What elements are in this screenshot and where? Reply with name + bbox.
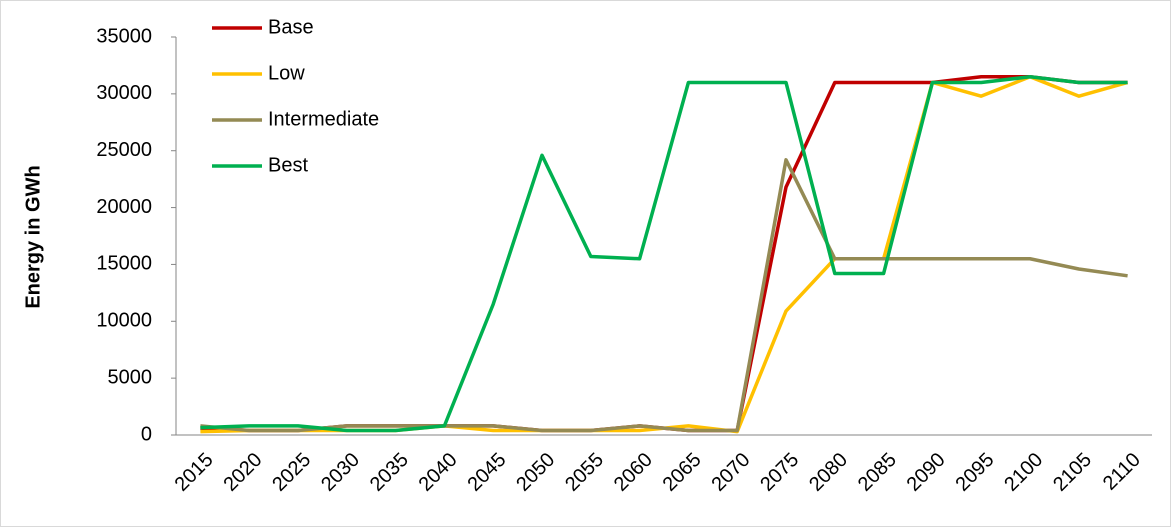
legend-label: Low	[268, 62, 305, 84]
legend-label: Base	[268, 16, 314, 38]
y-tick-label: 5000	[108, 366, 153, 388]
legend-label: Best	[268, 154, 308, 176]
y-axis-label: Energy in GWh	[22, 165, 44, 308]
y-tick-label: 15000	[96, 253, 152, 275]
y-tick-label: 20000	[96, 196, 152, 218]
y-tick-label: 25000	[96, 139, 152, 161]
legend-label: Intermediate	[268, 108, 379, 130]
series-line	[200, 158, 1128, 433]
y-tick-label: 10000	[96, 310, 152, 332]
series-line	[200, 75, 1128, 433]
y-tick-label: 35000	[96, 25, 152, 47]
y-tick-label: 30000	[96, 82, 152, 104]
y-tick-label: 0	[141, 423, 152, 445]
